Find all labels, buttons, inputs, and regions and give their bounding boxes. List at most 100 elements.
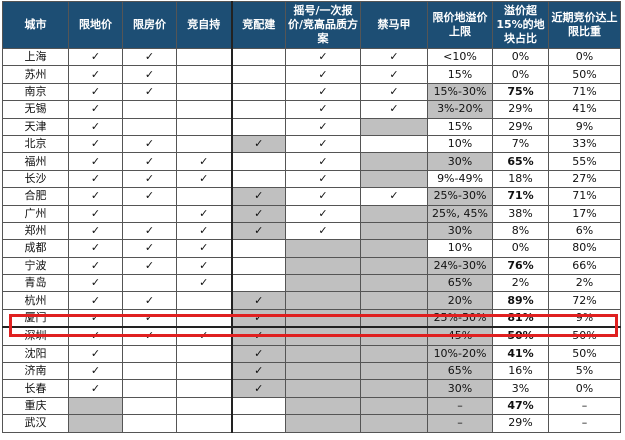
empty-cell [122,117,177,136]
empty-cell [176,82,232,102]
city-cell: 成都 [2,239,69,258]
check-icon: ✓ [230,362,286,381]
table-row: 天津 ✓ ✓ 15% 29% 9% [2,117,621,136]
table-row: 苏州 ✓ ✓ ✓ ✓ 15% 0% 50% [2,65,621,84]
column-header: 禁马甲 [360,1,428,49]
premium-cap-cell: 65% [427,274,493,293]
table-row: 宁波 ✓ ✓ ✓ 24%-30% 76% 66% [2,256,621,276]
empty-cell [176,100,232,119]
check-icon: ✓ [230,134,286,154]
premium-cap-cell: 30% [427,221,493,241]
check-icon: ✓ [285,117,361,136]
table-row: 福州 ✓ ✓ ✓ ✓ 30% 65% 55% [2,152,621,171]
table-row: 长春 ✓ ✓ 30% 3% 0% [2,379,621,398]
check-icon: ✓ [68,82,123,102]
column-header: 竞自持 [176,1,232,49]
check-icon: ✓ [68,100,123,119]
table-row: 长沙 ✓ ✓ ✓ ✓ 9%-49% 18% 27% [2,169,621,189]
check-icon: ✓ [230,291,286,310]
empty-cell [230,396,286,416]
over-15-share-cell: 2% [492,274,549,293]
recent-cap-share-cell: 80% [548,239,621,258]
recent-cap-share-cell: 50% [548,344,621,364]
check-icon: ✓ [285,65,361,84]
check-icon: ✓ [68,291,123,310]
check-icon: ✓ [176,204,232,223]
check-icon: ✓ [230,344,286,364]
over-15-share-cell: 29% [492,414,549,433]
empty-cell [68,414,123,433]
premium-cap-cell: 15% [427,117,493,136]
column-header: 摇号/一次报价/竞高品质方案 [285,1,361,49]
check-icon: ✓ [360,100,428,119]
premium-cap-cell: – [427,396,493,416]
premium-cap-cell: 25%-50% [427,308,493,329]
empty-cell [122,379,177,398]
empty-cell [285,414,361,433]
over-15-share-cell: 0% [492,65,549,84]
recent-cap-share-cell: 6% [548,221,621,241]
check-icon: ✓ [122,47,177,67]
over-15-share-cell: 7% [492,134,549,154]
premium-cap-cell: 65% [427,362,493,381]
recent-cap-share-cell: 17% [548,204,621,223]
recent-cap-share-cell: 72% [548,291,621,310]
empty-cell [230,82,286,102]
empty-cell [360,362,428,381]
check-icon: ✓ [68,187,123,206]
check-icon: ✓ [122,308,177,329]
land-policy-table: 城市 限地价 限房价 竞自持 竞配建 摇号/一次报价/竞高品质方案 禁马甲 限价地溢价上限 溢价… [2,1,621,433]
premium-cap-cell: 10% [427,239,493,258]
empty-cell [360,256,428,276]
empty-cell [285,274,361,293]
check-icon: ✓ [122,169,177,189]
empty-cell [176,396,232,416]
empty-cell [360,326,428,346]
check-icon: ✓ [122,291,177,310]
check-icon: ✓ [68,47,123,67]
check-icon: ✓ [285,187,361,206]
check-icon: ✓ [122,82,177,102]
city-cell: 无锡 [2,100,69,119]
premium-cap-cell: 45% [427,326,493,346]
check-icon: ✓ [230,308,286,329]
empty-cell [360,291,428,310]
check-icon: ✓ [285,204,361,223]
check-icon: ✓ [68,204,123,223]
check-icon: ✓ [122,221,177,241]
table-row: 合肥 ✓ ✓ ✓ ✓ ✓ 25%-30% 71% 71% [2,187,621,206]
empty-cell [360,344,428,364]
city-cell: 杭州 [2,291,69,310]
check-icon: ✓ [68,256,123,276]
table-row: 深圳 ✓ ✓ ✓ ✓ 45% 50% 50% [2,326,621,346]
empty-cell [360,308,428,329]
recent-cap-share-cell: 2% [548,274,621,293]
premium-cap-cell: 15% [427,65,493,84]
check-icon: ✓ [285,152,361,171]
check-icon: ✓ [68,308,123,329]
empty-cell [68,396,123,416]
empty-cell [285,291,361,310]
empty-cell [230,256,286,276]
premium-cap-cell: 24%-30% [427,256,493,276]
city-cell: 厦门 [2,308,69,329]
table-row: 杭州 ✓ ✓ ✓ 20% 89% 72% [2,291,621,310]
empty-cell [176,379,232,398]
empty-cell [176,362,232,381]
over-15-share-cell: 38% [492,204,549,223]
empty-cell [122,414,177,433]
premium-cap-cell: 3%-20% [427,100,493,119]
city-cell: 济南 [2,362,69,381]
recent-cap-share-cell: – [548,414,621,433]
check-icon: ✓ [122,152,177,171]
over-15-share-cell: 65% [492,152,549,171]
check-icon: ✓ [285,169,361,189]
empty-cell [176,117,232,136]
check-icon: ✓ [176,221,232,241]
over-15-share-cell: 0% [492,47,549,67]
city-cell: 上海 [2,47,69,67]
recent-cap-share-cell: – [548,396,621,416]
check-icon: ✓ [230,379,286,398]
empty-cell [122,362,177,381]
check-icon: ✓ [176,256,232,276]
